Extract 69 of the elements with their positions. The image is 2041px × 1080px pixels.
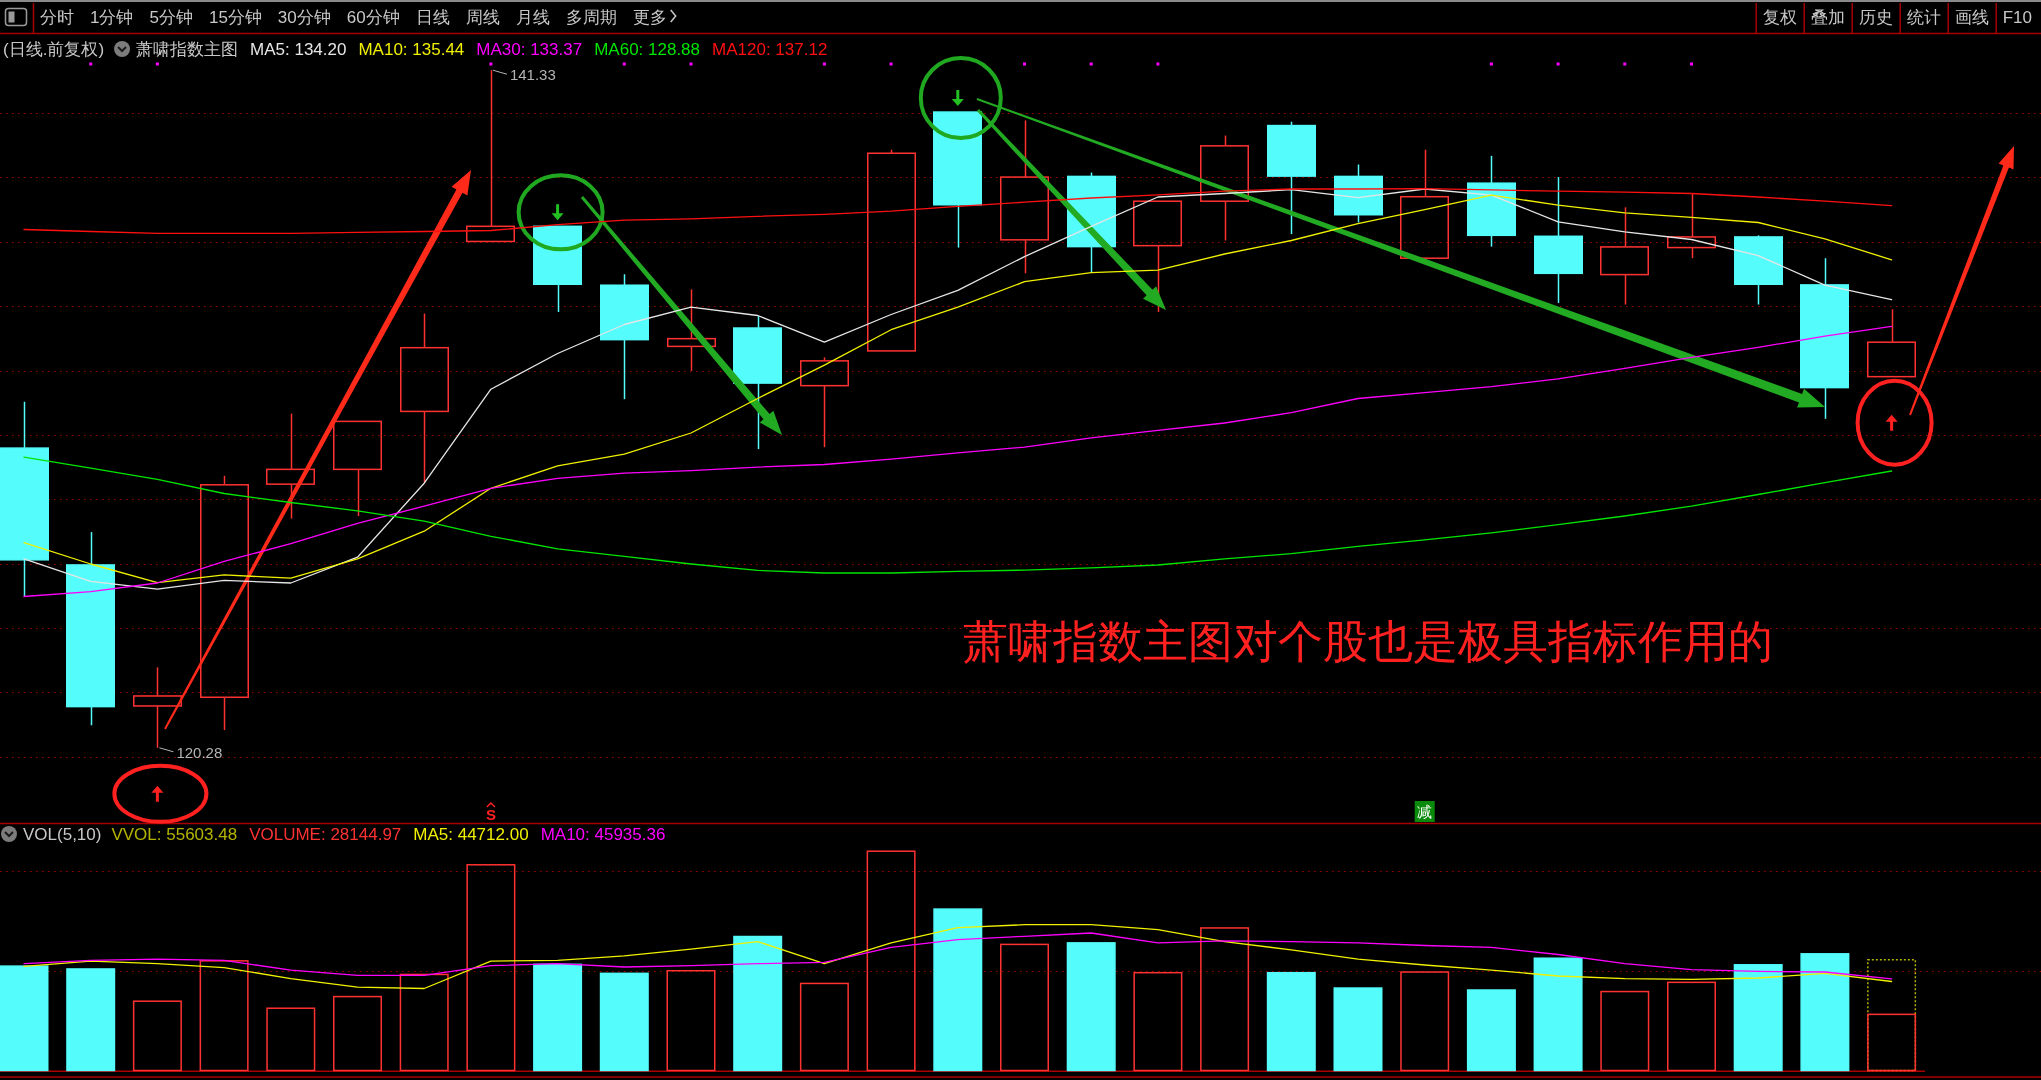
candlestick [133, 666, 182, 749]
candlestick [400, 312, 449, 484]
text: VOLUME: 28144.97 [249, 825, 402, 844]
bar [333, 995, 382, 1072]
text: MA5: 134.20 [250, 40, 347, 59]
text: 统计 [1906, 8, 1941, 27]
text: 15分钟 [208, 8, 262, 27]
text: 多周期 [565, 8, 617, 27]
bar [533, 963, 583, 1072]
bar [1600, 990, 1650, 1072]
bar [1867, 1013, 1917, 1072]
candlestick [1867, 308, 1916, 378]
bar [66, 968, 116, 1072]
bar [666, 969, 716, 1072]
bar [799, 982, 849, 1072]
text: 更多 [632, 8, 667, 27]
text: MA120: 137.12 [712, 40, 828, 59]
chart-title: (日线.前复权) [3, 40, 105, 59]
bar [599, 972, 649, 1072]
annotation: 120.28 [176, 743, 223, 761]
bar [1000, 943, 1049, 1072]
bar [132, 1000, 182, 1072]
text: VVOL: 55603.48 [111, 825, 238, 844]
bar [1800, 953, 1850, 1072]
text: S [485, 806, 496, 823]
text: 60分钟 [346, 8, 400, 27]
annotation: 萧啸指数主图对个股也是极具指标作用的 [963, 616, 1773, 667]
bar [0, 965, 49, 1072]
bar [1533, 957, 1583, 1072]
text: 日线 [415, 8, 450, 27]
text: 月线 [515, 8, 550, 27]
chart-subtitle: 萧啸指数主图 [136, 40, 239, 59]
text: MA60: 128.88 [594, 40, 701, 59]
text: MA10: 45935.36 [540, 825, 666, 844]
bar [1333, 987, 1383, 1072]
bar [199, 960, 249, 1072]
text: 叠加 [1810, 8, 1845, 27]
bar [1266, 971, 1316, 1072]
bar [933, 908, 983, 1072]
text: 分时 [40, 8, 74, 27]
chart-title: VOL(5,10) [23, 825, 102, 844]
text: 历史 [1858, 8, 1893, 27]
text: F10 [2002, 8, 2032, 27]
bar [733, 935, 783, 1072]
candlestick [1400, 148, 1449, 259]
text: 5分钟 [149, 8, 193, 27]
text: 周线 [465, 8, 500, 27]
text: MA5: 44712.00 [413, 825, 529, 844]
text: MA30: 133.37 [476, 40, 583, 59]
annotation: 141.33 [509, 66, 556, 84]
bar [266, 1007, 316, 1072]
bar [466, 864, 516, 1072]
text: 1分钟 [90, 8, 134, 27]
bar [399, 973, 449, 1072]
text: MA10: 135.44 [358, 40, 465, 59]
bar [1200, 927, 1250, 1072]
bar [1466, 989, 1516, 1072]
text: 画线 [1954, 8, 1989, 27]
bar [1400, 971, 1450, 1072]
bar [866, 850, 916, 1072]
text: 30分钟 [277, 8, 331, 27]
bar [1733, 964, 1783, 1072]
text: 复权 [1762, 8, 1797, 27]
candlestick [1600, 206, 1649, 306]
candlestick [333, 420, 382, 517]
bar [1133, 971, 1183, 1072]
candlestick [1000, 119, 1049, 275]
bar [1667, 981, 1716, 1072]
bar [1066, 942, 1116, 1072]
